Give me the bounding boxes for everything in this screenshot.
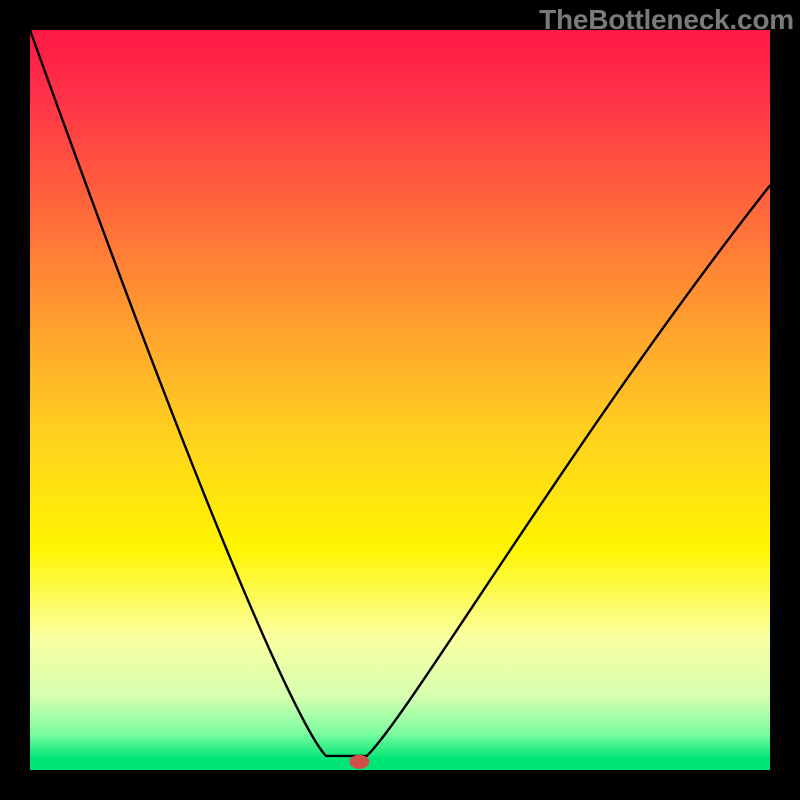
curve-layer: [30, 30, 770, 770]
bottleneck-curve: [30, 30, 770, 756]
watermark-text: TheBottleneck.com: [539, 4, 794, 36]
chart-frame: TheBottleneck.com: [0, 0, 800, 800]
plot-area: [30, 30, 770, 770]
optimum-marker: [349, 755, 369, 769]
